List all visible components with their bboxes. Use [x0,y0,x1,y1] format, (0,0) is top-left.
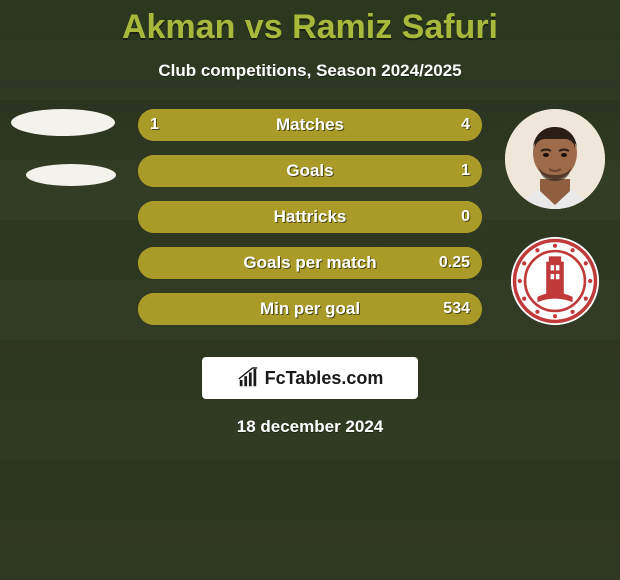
right-player-photo [505,109,605,209]
title-player-left: Akman [122,8,235,46]
footer-date: 18 december 2024 [0,417,620,437]
branding-text: FcTables.com [265,368,384,389]
stat-value-right: 1 [461,155,470,187]
stat-label: Hattricks [138,201,482,233]
stat-value-right: 0 [461,201,470,233]
stat-row: Goals per match0.25 [138,247,482,279]
stat-label: Goals [138,155,482,187]
content-root: Akman vs Ramiz Safuri Club competitions,… [0,0,620,580]
page-title: Akman vs Ramiz Safuri [0,0,620,47]
title-vs: vs [235,8,292,46]
club-badge-icon [511,237,599,325]
stat-row: Hattricks0 [138,201,482,233]
left-player-column [8,109,118,186]
left-player-photo-placeholder [11,109,115,136]
right-player-club-badge [511,237,599,325]
right-player-column [500,109,610,325]
stat-label: Matches [138,109,482,141]
subtitle: Club competitions, Season 2024/2025 [0,61,620,81]
branding-chart-icon [237,367,259,389]
stat-row: Matches1 4 [138,109,482,141]
stat-value-right: 4 [461,109,470,141]
stat-label: Goals per match [138,247,482,279]
stat-bars: Matches14Goals1Hattricks0Goals per match… [138,109,482,339]
left-player-club-placeholder [26,164,116,186]
stat-row: Goals1 [138,155,482,187]
avatar-icon [505,109,605,209]
branding-badge: FcTables.com [202,357,418,399]
stat-value-right: 0.25 [439,247,470,279]
stat-label: Min per goal [138,293,482,325]
stat-value-right: 534 [443,293,470,325]
title-player-right: Ramiz Safuri [292,8,498,46]
stat-row: Min per goal534 [138,293,482,325]
comparison-area: Matches14Goals1Hattricks0Goals per match… [0,109,620,349]
stat-value-left: 1 [150,109,159,141]
